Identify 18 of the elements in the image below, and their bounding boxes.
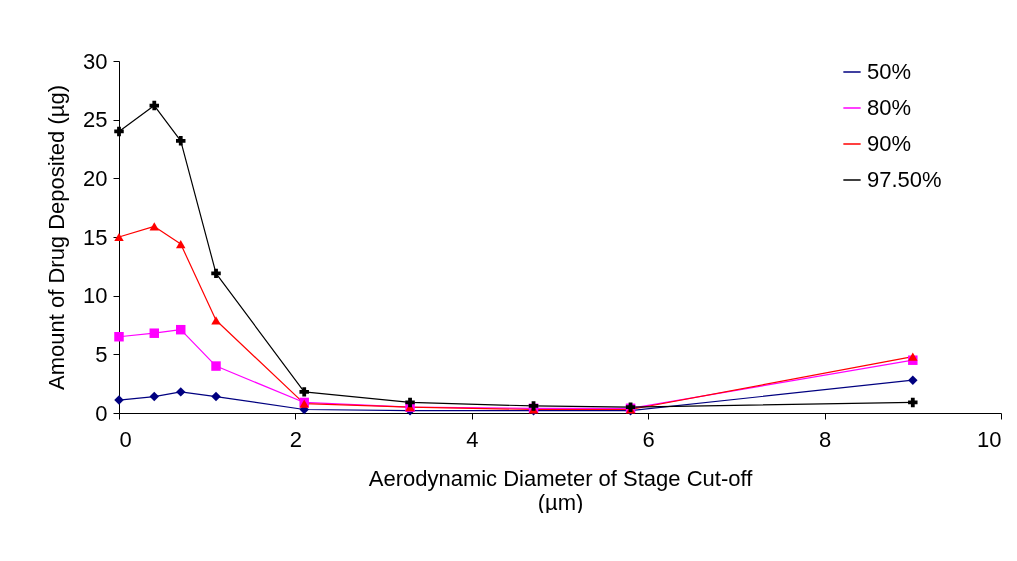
y-tick-label: 5 [95, 341, 108, 367]
y-tick-label: 15 [83, 224, 108, 250]
legend-label: 97.50% [867, 167, 942, 192]
x-tick-label: 8 [818, 426, 832, 452]
y-axis-title: Amount of Drug Deposited (µg) [44, 85, 70, 390]
y-tick-label: 10 [83, 283, 108, 309]
y-tick-label: 0 [95, 400, 108, 426]
x-tick-label: 4 [466, 426, 479, 452]
x-tick-label: 6 [642, 426, 655, 452]
legend-label: 80% [867, 95, 912, 120]
y-tick-label: 30 [83, 48, 108, 74]
legend-label: 50% [867, 59, 912, 84]
y-tick-label: 20 [83, 165, 108, 191]
legend-label: 90% [867, 131, 912, 156]
y-tick-label: 25 [83, 107, 108, 133]
x-tick-label: 2 [289, 426, 303, 452]
x-tick-label: 10 [977, 426, 1002, 452]
x-tick-label: 0 [119, 426, 132, 452]
